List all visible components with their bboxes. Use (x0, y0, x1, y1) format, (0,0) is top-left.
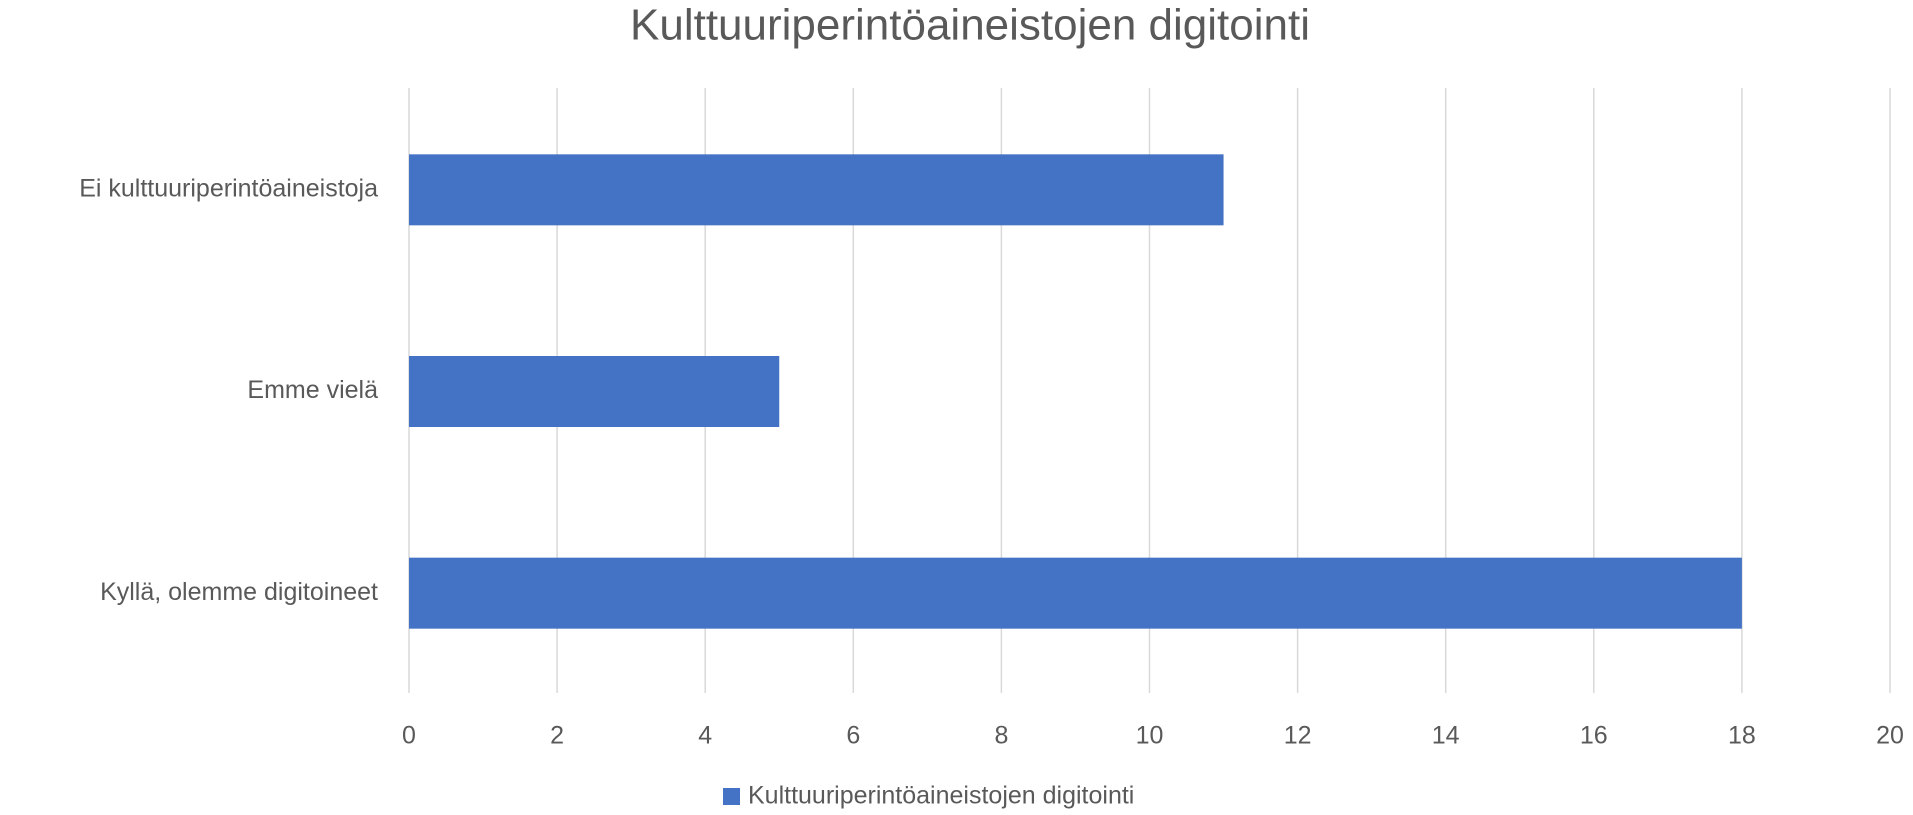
x-tick-label: 0 (402, 722, 416, 750)
x-tick-label: 8 (994, 722, 1008, 750)
x-tick-label: 10 (1136, 722, 1164, 750)
bar (409, 154, 1224, 226)
x-tick-label: 4 (698, 722, 712, 750)
legend-swatch (723, 788, 740, 805)
y-tick-label: Ei kulttuuriperintöaineistoja (79, 174, 378, 202)
legend-label: Kulttuuriperintöaineistojen digitointi (748, 782, 1134, 810)
x-tick-label: 6 (846, 722, 860, 750)
y-tick-label: Emme vielä (247, 376, 378, 404)
x-tick-label: 2 (550, 722, 564, 750)
bar (409, 557, 1742, 629)
bar (409, 356, 780, 427)
x-tick-label: 14 (1432, 722, 1460, 750)
x-tick-label: 20 (1876, 722, 1904, 750)
chart-title: Kulttuuriperintöaineistojen digitointi (630, 1, 1310, 50)
x-tick-label: 12 (1284, 722, 1312, 750)
y-tick-label: Kyllä, olemme digitoineet (100, 578, 378, 606)
x-tick-label: 16 (1580, 722, 1608, 750)
x-tick-label: 18 (1728, 722, 1756, 750)
